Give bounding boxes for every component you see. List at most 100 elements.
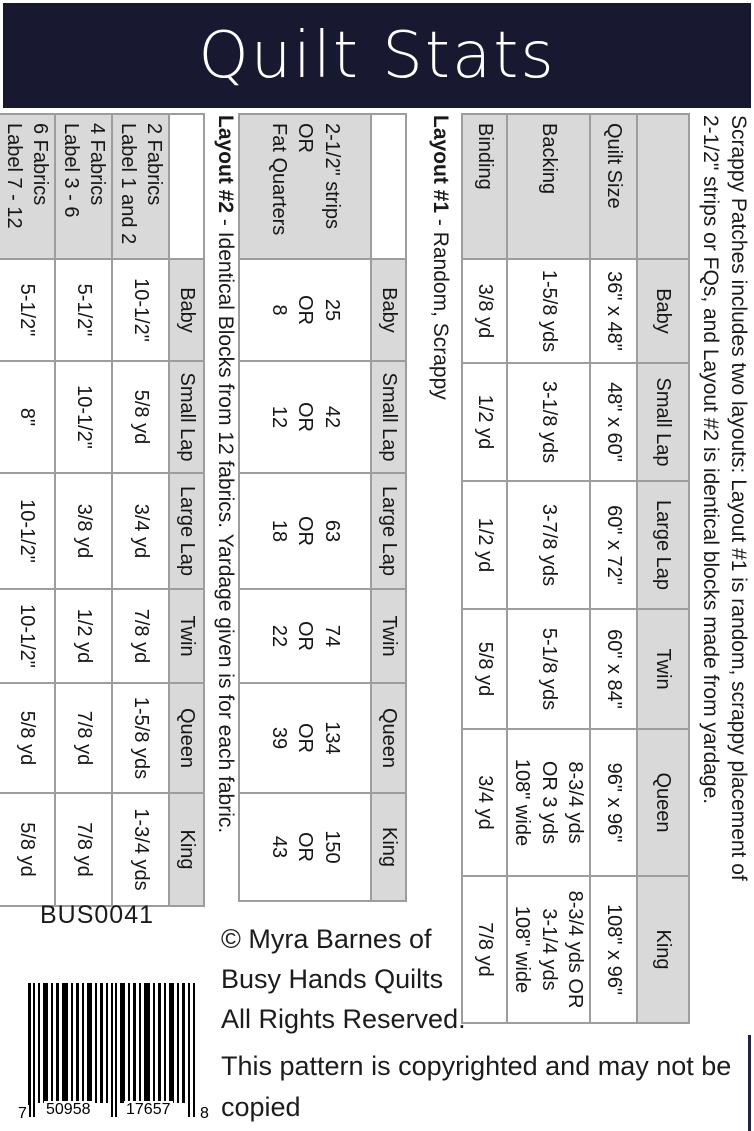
data-cell: 3/4 yd bbox=[112, 473, 169, 589]
table-row: 6 Fabrics Label 7 - 12 5-1/2" 8" 10-1/2" 10-… bbox=[0, 114, 56, 906]
row-header-cell: 2 Fabrics Label 1 and 2 bbox=[112, 114, 169, 259]
page-title: Quilt Stats bbox=[198, 18, 556, 93]
layout2-title: Layout #2 - Identical Blocks from 12 fab… bbox=[213, 115, 237, 833]
column-header-cell: Twin bbox=[169, 589, 204, 683]
data-cell: 5-1/2" bbox=[0, 259, 56, 361]
data-cell: 5/8 yd bbox=[112, 361, 169, 473]
data-cell: 1-3/4 yds bbox=[112, 793, 169, 906]
table-row: Quilt Size 36" x 48" 48" x 60" 60" x 72" 60"… bbox=[590, 114, 637, 1023]
table-row: Binding 3/8 yd 1/2 yd 1/2 yd 5/8 yd 3/4 yd 7/8… bbox=[461, 114, 507, 1023]
data-cell: 3/8 yd bbox=[461, 259, 507, 363]
data-cell: 7/8 yd bbox=[55, 793, 113, 906]
data-cell: 7/8 yd bbox=[112, 589, 169, 683]
data-cell: 74 OR 22 bbox=[239, 589, 371, 683]
data-cell: 5-1/8 yds bbox=[506, 609, 590, 729]
data-cell: 10-1/2" bbox=[112, 259, 169, 361]
data-cell: 10-1/2" bbox=[55, 361, 113, 473]
table-row: Baby Small Lap Large Lap Twin Queen King bbox=[371, 114, 406, 901]
column-header-cell: Queen bbox=[371, 683, 406, 793]
column-header-cell: Large Lap bbox=[637, 481, 689, 609]
data-cell: 1/2 yd bbox=[461, 363, 507, 481]
table-row: Backing 1-5/8 yds 3-1/8 yds 3-7/8 yds 5-1/8 … bbox=[506, 114, 590, 1023]
data-cell: 5-1/2" bbox=[55, 259, 113, 361]
data-cell: 1/2 yd bbox=[461, 481, 507, 609]
data-cell: 60" x 72" bbox=[590, 481, 637, 609]
column-header-cell: Queen bbox=[637, 729, 689, 876]
intro-line-1: Scrappy Patches includes two layouts: La… bbox=[727, 115, 750, 881]
column-header-cell: Baby bbox=[371, 259, 406, 361]
data-cell: 108" x 96" bbox=[590, 876, 637, 1023]
column-header-cell: King bbox=[169, 793, 204, 906]
row-header-cell: Binding bbox=[461, 114, 507, 259]
quilt-stats-table: Baby Small Lap Large Lap Twin Queen King Quilt… bbox=[461, 113, 690, 1024]
layout2-table: Baby Small Lap Large Lap Twin Queen King 2 Fab… bbox=[0, 113, 205, 907]
barcode-bars bbox=[28, 983, 195, 1117]
data-cell: 3-7/8 yds bbox=[506, 481, 590, 609]
table: Baby Small Lap Large Lap Twin Queen King 2 Fab… bbox=[0, 113, 205, 907]
table-row: 2 Fabrics Label 1 and 2 10-1/2" 5/8 yd 3/4 … bbox=[112, 114, 169, 906]
data-cell: 7/8 yd bbox=[55, 683, 113, 793]
data-cell: 96" x 96" bbox=[590, 729, 637, 876]
table-row: Baby Small Lap Large Lap Twin Queen King bbox=[169, 114, 204, 906]
column-header-cell bbox=[637, 114, 689, 259]
column-header-cell: Baby bbox=[169, 259, 204, 361]
layout2-title-rest: - Identical Blocks from 12 fabrics. Yard… bbox=[214, 213, 237, 834]
data-cell: 36" x 48" bbox=[590, 259, 637, 363]
intro-line-2: 2-1/2" strips or FQs, and Layout #2 is i… bbox=[699, 115, 722, 805]
column-header-cell: Baby bbox=[637, 259, 689, 363]
row-header-cell: 4 Fabrics Label 3 - 6 bbox=[55, 114, 113, 259]
data-cell: 134 OR 39 bbox=[239, 683, 371, 793]
column-header-cell: Small Lap bbox=[637, 363, 689, 481]
notice-line-1: This pattern is copyrighted and may not … bbox=[221, 1051, 732, 1122]
data-cell: 8-3/4 yds OR 3-1/4 yds 108" wide bbox=[506, 876, 590, 1023]
data-cell: 3/4 yd bbox=[461, 729, 507, 876]
copyright-line: Busy Hands Quilts bbox=[221, 964, 444, 994]
column-header-cell: Large Lap bbox=[371, 473, 406, 589]
column-header-cell: Small Lap bbox=[169, 361, 204, 473]
data-cell: 60" x 84" bbox=[590, 609, 637, 729]
data-cell: 48" x 60" bbox=[590, 363, 637, 481]
column-header-cell: Twin bbox=[637, 609, 689, 729]
data-cell: 1-5/8 yds bbox=[506, 259, 590, 363]
column-header-cell: Queen bbox=[169, 683, 204, 793]
data-cell: 3/8 yd bbox=[55, 473, 113, 589]
data-cell: 8-3/4 yds OR 3 yds 108" wide bbox=[506, 729, 590, 876]
row-header-cell: 2-1/2" strips OR Fat Quarters bbox=[239, 114, 371, 259]
data-cell: 7/8 yd bbox=[461, 876, 507, 1023]
title-band: Quilt Stats bbox=[3, 3, 751, 108]
column-header-cell: King bbox=[371, 793, 406, 901]
barcode-digit-left-group: 50958 bbox=[44, 1101, 93, 1119]
copyright-line: All Rights Reserved. bbox=[221, 1004, 466, 1034]
layout1-title-bold: Layout #1 bbox=[429, 115, 452, 214]
upc-barcode: 7 50958 17657 8 bbox=[16, 983, 211, 1129]
layout1-title-rest: - Random, Scrappy bbox=[429, 213, 452, 400]
data-cell bbox=[371, 114, 406, 259]
intro-paragraph: Scrappy Patches includes two layouts: La… bbox=[696, 115, 752, 881]
table-row: 2-1/2" strips OR Fat Quarters 25 OR 8 42 O… bbox=[239, 114, 371, 901]
layout1-table: Baby Small Lap Large Lap Twin Queen King 2-1/2… bbox=[238, 113, 407, 902]
barcode-digit-right-group: 17657 bbox=[124, 1101, 173, 1119]
data-cell: 1/2 yd bbox=[55, 589, 113, 683]
data-cell: 10-1/2" bbox=[0, 473, 56, 589]
layout2-title-bold: Layout #2 bbox=[214, 115, 237, 214]
data-cell: 3-1/8 yds bbox=[506, 363, 590, 481]
column-header-cell: King bbox=[637, 876, 689, 1023]
row-header-cell: 6 Fabrics Label 7 - 12 bbox=[0, 114, 56, 259]
data-cell: 63 OR 18 bbox=[239, 473, 371, 589]
table-row: 4 Fabrics Label 3 - 6 5-1/2" 10-1/2" 3/8 yd… bbox=[55, 114, 113, 906]
data-cell: 5/8 yd bbox=[0, 683, 56, 793]
data-cell: 5/8 yd bbox=[461, 609, 507, 729]
column-header-cell: Small Lap bbox=[371, 361, 406, 473]
barcode-digit-right-outer: 8 bbox=[198, 1105, 211, 1123]
column-header-cell: Large Lap bbox=[169, 473, 204, 589]
data-cell: 10-1/2" bbox=[0, 589, 56, 683]
table-row: Baby Small Lap Large Lap Twin Queen King bbox=[637, 114, 689, 1023]
data-cell: 5/8 yd bbox=[0, 793, 56, 906]
table: Baby Small Lap Large Lap Twin Queen King Quilt… bbox=[461, 113, 690, 1024]
copyright-line: © Myra Barnes of bbox=[221, 924, 432, 954]
row-header-cell: Backing bbox=[506, 114, 590, 259]
data-cell: 1-5/8 yds bbox=[112, 683, 169, 793]
data-cell: 8" bbox=[0, 361, 56, 473]
sku-label: BUS0041 bbox=[40, 901, 155, 929]
